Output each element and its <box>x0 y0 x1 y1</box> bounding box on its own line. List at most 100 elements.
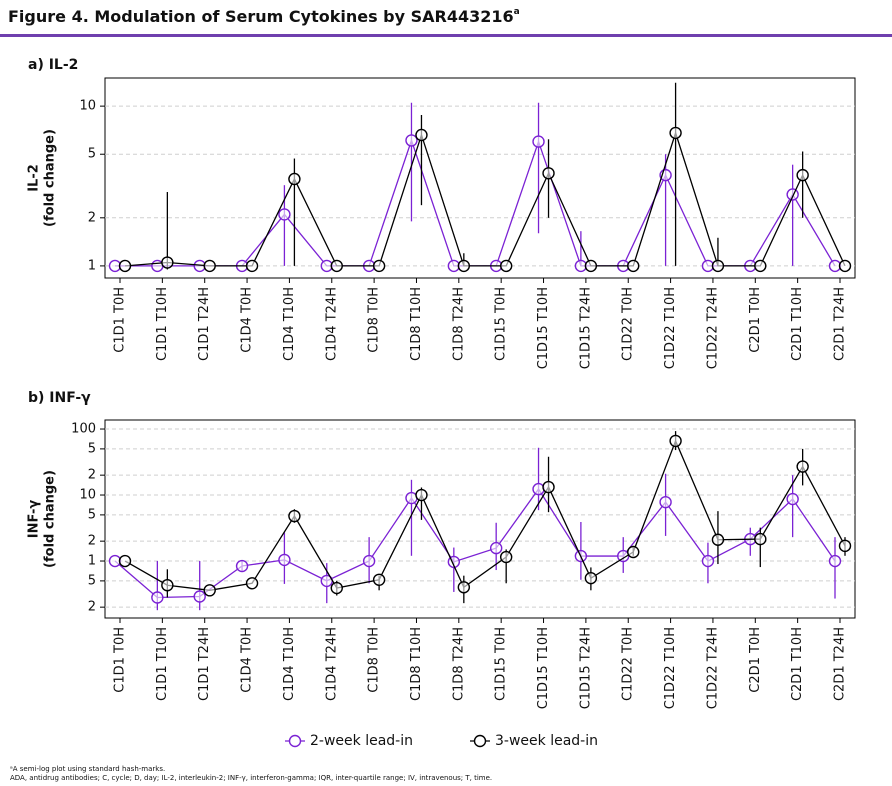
y-tick-label: 2 <box>88 600 96 615</box>
data-point <box>288 509 301 523</box>
y-tick-label: 5 <box>88 147 96 162</box>
data-point <box>838 259 852 273</box>
data-point <box>415 128 428 142</box>
data-point <box>235 559 249 573</box>
data-point <box>627 545 640 559</box>
data-point <box>754 532 767 546</box>
data-point <box>584 571 598 585</box>
y-tick-label: 5 <box>88 441 96 456</box>
x-tick-label: C1D1 T10H <box>155 287 170 361</box>
x-tick-label: C1D15 T24H <box>578 287 593 369</box>
x-tick-label: C1D4 T0H <box>240 287 255 353</box>
data-point <box>659 495 672 509</box>
x-tick-label: C1D15 T10H <box>536 287 551 369</box>
data-point <box>372 573 386 586</box>
x-tick-label: C1D4 T24H <box>324 627 339 701</box>
data-point <box>701 554 715 568</box>
x-tick-label: C1D1 T0H <box>113 287 128 353</box>
data-point <box>711 533 725 546</box>
data-point <box>118 259 132 273</box>
data-point <box>457 581 471 594</box>
series-line <box>124 130 846 267</box>
x-tick-label: C1D22 T0H <box>621 287 636 361</box>
plot-frame <box>104 419 856 619</box>
data-point <box>330 259 343 273</box>
x-tick-label: C1D4 T24H <box>324 287 339 361</box>
data-point <box>118 554 132 568</box>
data-point <box>161 579 174 592</box>
x-tick-label: C1D8 T24H <box>451 287 466 361</box>
x-tick-label: C1D15 T0H <box>494 287 509 361</box>
data-point <box>278 208 291 221</box>
data-point <box>278 553 291 567</box>
x-tick-label: C1D15 T24H <box>578 627 593 709</box>
y-tick-label: 1 <box>88 554 96 569</box>
data-point <box>193 590 206 603</box>
y-tick-label: 10 <box>79 99 96 114</box>
x-tick-label: C2D1 T10H <box>790 627 805 701</box>
legend-marker <box>473 734 487 748</box>
data-point <box>405 134 418 147</box>
data-point <box>532 135 545 148</box>
y-tick-label: 5 <box>88 507 96 522</box>
y-tick-label: 1 <box>88 258 96 273</box>
y-tick-label: 2 <box>88 534 96 549</box>
title-superscript: a <box>514 7 520 17</box>
data-point <box>415 488 428 502</box>
data-point <box>796 460 809 473</box>
series-line <box>124 439 846 591</box>
data-point <box>245 577 259 590</box>
y-axis-label: (fold change) <box>43 470 58 568</box>
legend-label: 2-week lead-in <box>310 733 413 749</box>
data-point <box>151 591 164 604</box>
data-point <box>457 259 471 273</box>
data-point <box>203 259 216 273</box>
x-tick-label: C1D22 T24H <box>705 287 720 369</box>
series-line <box>114 487 836 599</box>
x-tick-label: C2D1 T0H <box>748 287 763 353</box>
x-tick-label: C1D4 T10H <box>282 287 297 361</box>
y-tick-label: 2 <box>88 468 96 483</box>
footnote: ADA, antidrug antibodies; C, cycle; D, d… <box>10 774 492 782</box>
title-rule <box>0 34 892 37</box>
x-tick-label: C2D1 T24H <box>833 287 848 361</box>
legend-marker <box>288 734 302 748</box>
figure-title: Figure 4. Modulation of Serum Cytokines … <box>8 7 520 26</box>
y-tick-label: 2 <box>88 210 96 225</box>
y-axis-label: (fold change) <box>43 129 58 227</box>
x-tick-label: C1D22 T0H <box>621 627 636 701</box>
legend-label: 3-week lead-in <box>495 733 598 749</box>
panel-title: a) IL-2 <box>28 57 78 73</box>
x-tick-label: C2D1 T10H <box>790 287 805 361</box>
x-tick-label: C2D1 T24H <box>833 627 848 701</box>
y-axis-label: INF-γ <box>27 500 42 539</box>
y-axis-label: IL-2 <box>27 164 42 192</box>
x-tick-label: C1D1 T0H <box>113 627 128 693</box>
y-tick-label: 10 <box>79 488 96 503</box>
x-tick-label: C1D15 T0H <box>494 627 509 701</box>
data-point <box>828 554 842 568</box>
x-tick-label: C1D8 T24H <box>451 627 466 701</box>
x-tick-label: C1D1 T10H <box>155 627 170 701</box>
x-tick-label: C1D4 T0H <box>240 627 255 693</box>
x-tick-label: C1D22 T24H <box>705 627 720 709</box>
x-tick-label: C1D8 T0H <box>367 627 382 693</box>
x-tick-label: C1D15 T10H <box>536 627 551 709</box>
x-tick-label: C2D1 T0H <box>748 627 763 693</box>
data-point <box>542 480 555 494</box>
data-point <box>786 492 799 506</box>
data-point <box>796 168 809 182</box>
data-point <box>372 259 386 273</box>
data-point <box>245 259 259 273</box>
title-text: Figure 4. Modulation of Serum Cytokines … <box>8 7 514 26</box>
series-line <box>115 138 836 267</box>
data-point <box>627 259 640 273</box>
data-point <box>754 259 767 273</box>
data-point <box>669 434 682 448</box>
x-tick-label: C1D8 T10H <box>409 627 424 701</box>
footnote: ᵃA semi-log plot using standard hash-mar… <box>10 765 165 773</box>
y-tick-label: 5 <box>88 573 96 588</box>
y-tick-label: 100 <box>71 422 96 437</box>
data-point <box>542 167 555 180</box>
